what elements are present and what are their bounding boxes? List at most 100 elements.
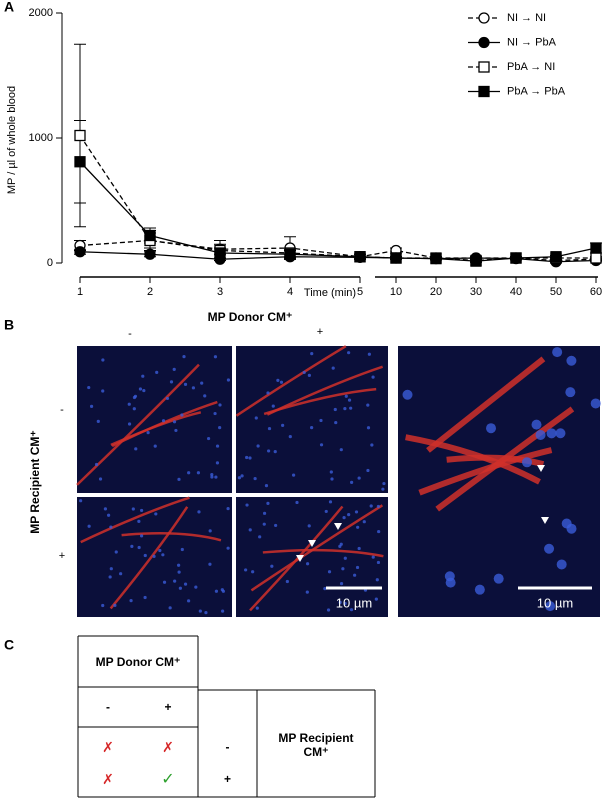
nucleus <box>98 477 103 481</box>
nucleus <box>191 386 196 390</box>
x-tick-label: 60 <box>590 286 602 298</box>
fiber <box>235 345 347 417</box>
x-tick-label: 3 <box>217 286 223 298</box>
nucleus <box>132 407 136 411</box>
nucleus <box>131 507 135 511</box>
fiber <box>418 447 553 496</box>
nucleus <box>545 601 556 612</box>
nucleus <box>169 380 174 384</box>
marker <box>144 229 156 242</box>
nucleus <box>535 429 546 440</box>
table-column: - <box>106 700 110 714</box>
x-tick-label: 20 <box>430 286 442 298</box>
nucleus <box>183 582 188 586</box>
nucleus <box>264 483 269 488</box>
nucleus <box>262 522 266 526</box>
nucleus <box>197 510 201 514</box>
arrowhead <box>537 465 545 472</box>
nucleus <box>114 550 118 554</box>
nucleus <box>327 570 332 574</box>
nucleus <box>319 443 324 447</box>
nucleus <box>328 500 333 504</box>
nucleus <box>362 520 366 524</box>
nucleus <box>165 396 170 401</box>
recipient-state: + <box>59 550 65 562</box>
nucleus <box>210 472 214 477</box>
x-tick-label: 50 <box>550 286 562 298</box>
nucleus <box>240 474 244 478</box>
nucleus <box>173 579 177 583</box>
nucleus <box>323 587 327 591</box>
nucleus <box>96 419 100 423</box>
nucleus <box>339 582 344 586</box>
nucleus <box>281 423 285 427</box>
nucleus <box>208 529 212 533</box>
table-side-label: MP Recipient CM⁺ <box>278 731 354 759</box>
nucleus <box>366 403 370 407</box>
fiber <box>121 532 222 542</box>
nucleus <box>486 423 497 434</box>
nucleus <box>139 534 144 538</box>
nucleus <box>168 606 172 610</box>
fiber <box>405 434 541 485</box>
nucleus <box>79 499 83 503</box>
nucleus <box>267 426 272 431</box>
nucleus <box>326 608 331 612</box>
nucleus <box>245 455 249 460</box>
nucleus <box>182 354 186 359</box>
fiber <box>266 365 384 416</box>
nucleus <box>177 563 181 567</box>
nucleus <box>108 575 112 579</box>
nucleus <box>369 504 373 508</box>
nucleus <box>161 553 165 557</box>
fiber <box>262 548 384 558</box>
nucleus <box>94 462 99 467</box>
nucleus <box>474 584 485 595</box>
nucleus <box>258 535 262 539</box>
nucleus <box>143 595 147 600</box>
nucleus <box>367 352 371 356</box>
nucleus <box>137 519 141 523</box>
nucleus <box>302 370 306 375</box>
x-tick-label: 1 <box>77 286 83 298</box>
nucleus <box>178 586 182 590</box>
nucleus <box>127 402 131 406</box>
nucleus <box>87 524 91 528</box>
nucleus <box>307 373 311 377</box>
nucleus <box>310 425 314 430</box>
nucleus <box>329 470 333 474</box>
nucleus <box>221 609 225 613</box>
nucleus <box>366 426 371 430</box>
nucleus <box>109 567 113 571</box>
nucleus <box>334 420 338 425</box>
nucleus <box>347 351 351 355</box>
fiber <box>250 504 384 592</box>
nucleus <box>349 406 353 410</box>
micrograph <box>236 346 388 493</box>
series-line <box>79 135 596 262</box>
nucleus <box>237 476 242 480</box>
table-cell: ✓ <box>161 771 175 788</box>
micrograph <box>77 346 232 493</box>
nucleus <box>218 403 222 407</box>
nucleus <box>134 447 138 451</box>
nucleus <box>305 562 310 566</box>
nucleus <box>310 352 314 356</box>
nucleus <box>555 428 566 439</box>
table-header: MP Donor CM⁺ <box>95 654 181 669</box>
nucleus <box>288 435 292 439</box>
nucleus <box>305 590 309 594</box>
nucleus <box>370 443 374 447</box>
nucleus <box>196 471 201 475</box>
marker <box>74 156 86 168</box>
nucleus <box>266 391 270 395</box>
nucleus <box>152 554 156 559</box>
nucleus <box>445 577 456 588</box>
legend-marker <box>478 36 490 49</box>
nucleus <box>285 579 289 584</box>
legend-label: PbA → PbA <box>507 85 566 97</box>
fiber <box>80 496 190 544</box>
recipient-label: MP Recipient CM⁺ <box>28 430 42 533</box>
legend-label: NI → PbA <box>507 36 557 48</box>
